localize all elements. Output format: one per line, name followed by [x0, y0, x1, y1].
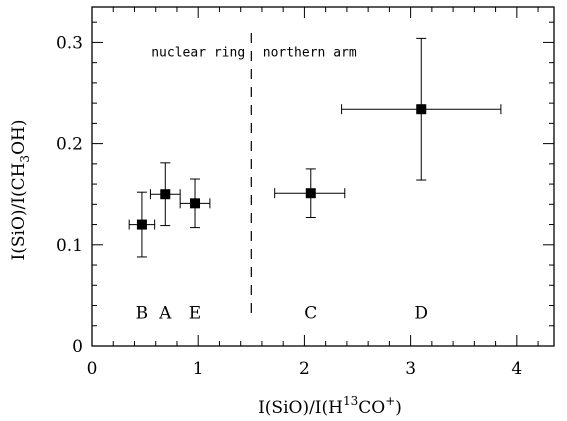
x-tick-label: 1 [193, 359, 204, 379]
x-tick-label: 0 [87, 359, 98, 379]
x-tick-label: 4 [511, 359, 522, 379]
errorbar-layer [128, 37, 502, 258]
data-point-E [190, 198, 201, 209]
axes: 0 1 2 3 4 0 0.1 0.2 0.3 [56, 6, 555, 379]
point-label-B: B [136, 304, 149, 324]
point-label-D: D [414, 304, 428, 324]
x-axis-label-mid: CO [358, 398, 385, 418]
data-point-A [160, 189, 171, 200]
marker-layer [136, 104, 427, 230]
data-point-C [305, 188, 316, 199]
y-axis-label-sub: 3 [18, 155, 32, 163]
region-label-1: northern arm [263, 46, 357, 61]
y-axis-label-main: I(SiO)/I(CH [9, 163, 29, 261]
point-label-A: A [158, 304, 172, 324]
x-tick-label: 2 [299, 359, 310, 379]
x-axis-label-sup1: 13 [343, 394, 358, 408]
y-tick-label: 0 [72, 337, 83, 357]
point-label-C: C [304, 304, 317, 324]
y-axis-label-tail: OH) [9, 120, 29, 155]
x-axis-label-main: I(SiO)/I(H [258, 398, 343, 418]
y-axis-label: I(SiO)/I(CH3OH) [9, 120, 32, 261]
plot-frame [91, 6, 555, 347]
y-tick-label: 0.3 [56, 33, 83, 53]
x-tick-label: 3 [405, 359, 416, 379]
point-label-E: E [189, 304, 201, 324]
x-axis-label: I(SiO)/I(H13CO+) [258, 394, 402, 418]
y-tick-label: 0.2 [56, 135, 83, 155]
data-point-B [136, 219, 147, 230]
y-tick-label: 0.1 [56, 236, 83, 256]
x-axis-label-sup2: + [385, 394, 395, 408]
x-axis-label-tail: ) [395, 398, 402, 418]
region-label-0: nuclear ring [151, 46, 245, 61]
data-point-D [416, 104, 427, 115]
